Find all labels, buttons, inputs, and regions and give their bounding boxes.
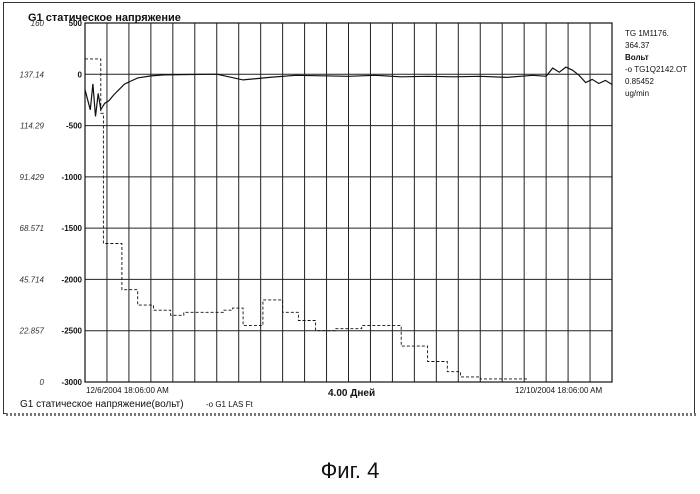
side-legend: TG 1M1176. 364.37 Вольт -o TG1Q2142.OT 0.854… <box>625 29 687 98</box>
side-label: TG 1M1176. <box>625 29 669 38</box>
legend-secondary: -o G1 LAS Ft <box>206 400 253 409</box>
left-tick-label: 114.29 <box>20 122 44 131</box>
right-tick-label: -1000 <box>62 173 83 182</box>
side-label: ug/min <box>625 89 649 98</box>
right-tick-label: 0 <box>78 70 83 79</box>
right-tick-label: -2500 <box>62 327 83 336</box>
figure-caption: Фиг. 4 <box>0 458 700 484</box>
left-tick-label: 22.857 <box>19 327 45 336</box>
right-axis: 500 0 -500 -1000 -1500 -2000 -2500 -3000 <box>62 19 83 387</box>
chart-title: G1 статическое напряжение <box>28 12 181 24</box>
right-tick-label: -2000 <box>62 275 83 284</box>
left-tick-label: 68.571 <box>20 224 44 233</box>
right-tick-label: -3000 <box>62 378 83 387</box>
right-tick-label: -1500 <box>62 224 83 233</box>
left-axis: 160 137.14 114.29 91.429 68.571 45.714 22.857 0 <box>19 19 45 387</box>
left-tick-label: 45.714 <box>20 275 45 284</box>
side-label: Вольт <box>625 53 649 62</box>
duration-label: 4.00 Дней <box>328 388 375 399</box>
left-tick-label: 91.429 <box>20 173 45 182</box>
right-tick-label: -500 <box>66 122 83 131</box>
x-end-label: 12/10/2004 18:06:00 AM <box>515 386 603 395</box>
side-label: 0.85452 <box>625 77 654 86</box>
side-label: 364.37 <box>625 41 650 50</box>
x-axis-label: G1 статическое напряжение(вольт) <box>20 399 184 410</box>
left-tick-label: 160 <box>31 19 45 28</box>
x-start-label: 12/6/2004 18:06:00 AM <box>86 386 169 395</box>
side-label: -o TG1Q2142.OT <box>625 65 687 74</box>
left-tick-label: 0 <box>40 378 45 387</box>
chart: G1 статическое напряжение 160 137.14 114.2… <box>0 0 700 420</box>
right-tick-label: 500 <box>69 19 83 28</box>
left-tick-label: 137.14 <box>20 70 45 79</box>
